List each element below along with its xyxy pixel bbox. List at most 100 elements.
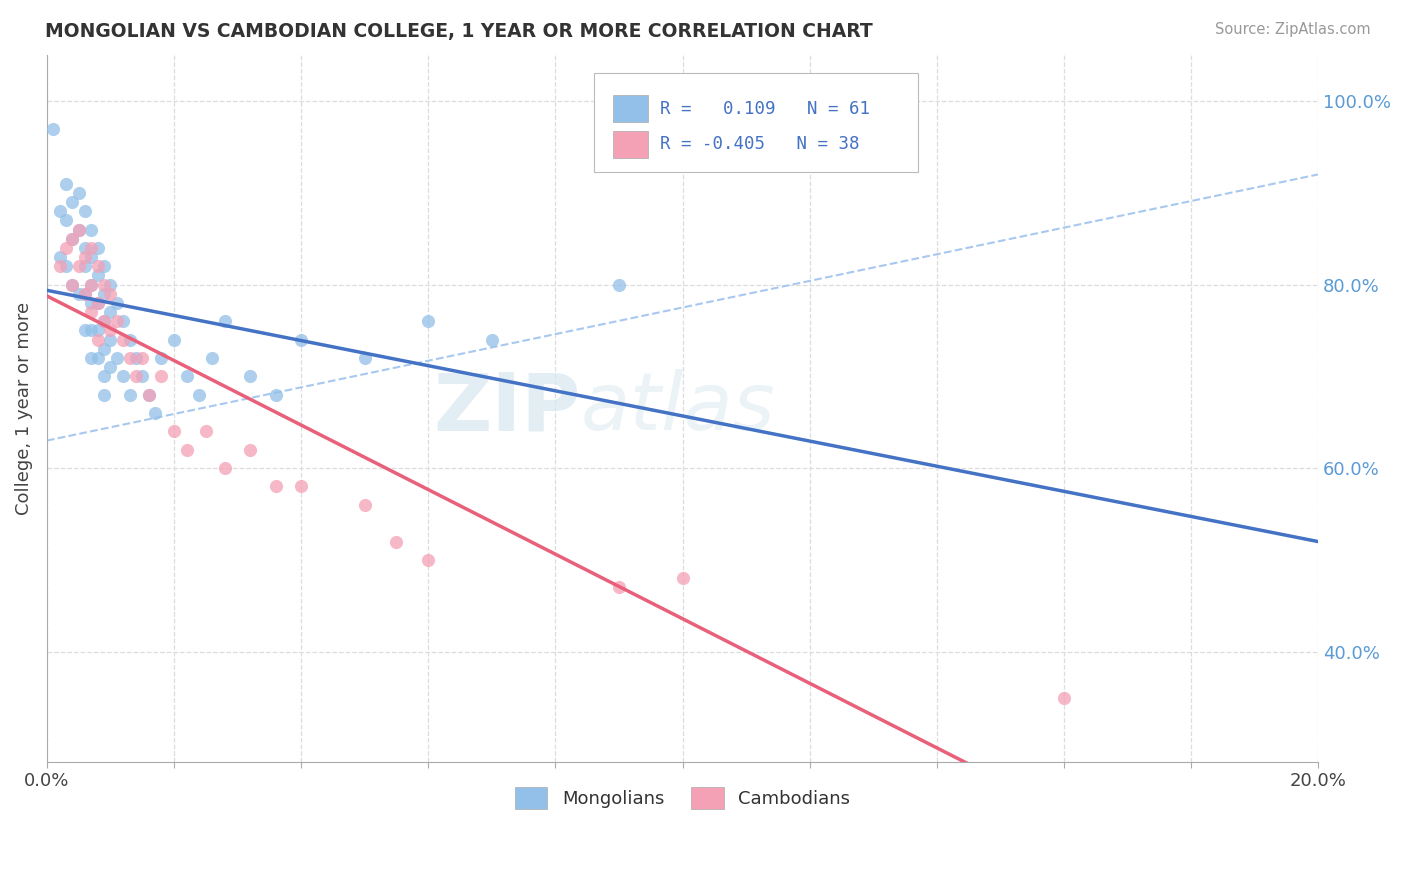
Bar: [613, 95, 648, 122]
Point: [80, 241, 103, 255]
Point: [201, 351, 224, 365]
Point: [55, 241, 77, 255]
Y-axis label: College, 1 year or more: College, 1 year or more: [15, 301, 32, 515]
Point: [100, 323, 122, 337]
Point: [385, 534, 408, 549]
Point: [607, 277, 630, 292]
Point: [80, 305, 103, 319]
Point: [188, 387, 211, 401]
Point: [138, 387, 160, 401]
Point: [48, 204, 70, 219]
Point: [73, 241, 96, 255]
Point: [73, 204, 96, 219]
Point: [112, 314, 135, 328]
Point: [73, 250, 96, 264]
Text: R =   0.109   N = 61: R = 0.109 N = 61: [659, 100, 870, 118]
Point: [214, 461, 236, 475]
Point: [60, 277, 83, 292]
Point: [48, 250, 70, 264]
Point: [105, 314, 128, 328]
Point: [264, 479, 287, 493]
Bar: [613, 131, 648, 158]
Point: [60, 232, 83, 246]
Point: [671, 571, 693, 585]
Point: [100, 333, 122, 347]
Point: [55, 177, 77, 191]
Point: [138, 387, 160, 401]
Point: [93, 259, 115, 273]
Point: [67, 222, 90, 236]
Point: [131, 369, 153, 384]
Point: [150, 351, 173, 365]
Point: [143, 406, 166, 420]
Point: [118, 351, 141, 365]
Point: [60, 194, 83, 209]
Point: [87, 241, 110, 255]
Point: [93, 342, 115, 356]
Text: MONGOLIAN VS CAMBODIAN COLLEGE, 1 YEAR OR MORE CORRELATION CHART: MONGOLIAN VS CAMBODIAN COLLEGE, 1 YEAR O…: [45, 22, 873, 41]
Point: [93, 314, 115, 328]
Point: [176, 369, 198, 384]
Point: [73, 259, 96, 273]
Point: [87, 296, 110, 310]
Point: [100, 277, 122, 292]
Point: [67, 186, 90, 200]
Point: [112, 333, 135, 347]
Point: [100, 360, 122, 375]
Point: [73, 286, 96, 301]
Point: [80, 277, 103, 292]
Point: [290, 479, 312, 493]
Point: [80, 296, 103, 310]
Point: [607, 581, 630, 595]
Point: [87, 259, 110, 273]
Point: [105, 296, 128, 310]
Point: [93, 314, 115, 328]
Point: [73, 323, 96, 337]
Point: [55, 213, 77, 227]
Point: [176, 442, 198, 457]
Point: [194, 425, 217, 439]
Point: [353, 498, 375, 512]
Point: [163, 333, 186, 347]
Point: [48, 259, 70, 273]
Point: [93, 369, 115, 384]
Point: [239, 369, 262, 384]
Point: [118, 333, 141, 347]
Point: [481, 333, 503, 347]
Point: [60, 277, 83, 292]
Point: [290, 333, 312, 347]
Point: [87, 333, 110, 347]
Text: ZIP: ZIP: [433, 369, 581, 448]
Point: [214, 314, 236, 328]
Point: [67, 259, 90, 273]
Point: [80, 222, 103, 236]
Point: [150, 369, 173, 384]
Point: [418, 314, 440, 328]
Text: atlas: atlas: [581, 369, 776, 448]
Point: [125, 351, 148, 365]
Point: [87, 323, 110, 337]
Point: [125, 369, 148, 384]
Point: [118, 387, 141, 401]
Point: [87, 296, 110, 310]
Legend: Mongolians, Cambodians: Mongolians, Cambodians: [508, 780, 858, 816]
Text: R = -0.405   N = 38: R = -0.405 N = 38: [659, 136, 859, 153]
FancyBboxPatch shape: [593, 73, 918, 172]
Point: [1053, 690, 1076, 705]
Point: [42, 121, 65, 136]
Point: [353, 351, 375, 365]
Point: [55, 259, 77, 273]
Point: [80, 277, 103, 292]
Point: [87, 268, 110, 283]
Point: [418, 553, 440, 567]
Point: [105, 351, 128, 365]
Point: [264, 387, 287, 401]
Point: [100, 305, 122, 319]
Point: [93, 387, 115, 401]
Point: [100, 286, 122, 301]
Point: [239, 442, 262, 457]
Point: [93, 277, 115, 292]
Point: [87, 351, 110, 365]
Point: [80, 250, 103, 264]
Point: [93, 286, 115, 301]
